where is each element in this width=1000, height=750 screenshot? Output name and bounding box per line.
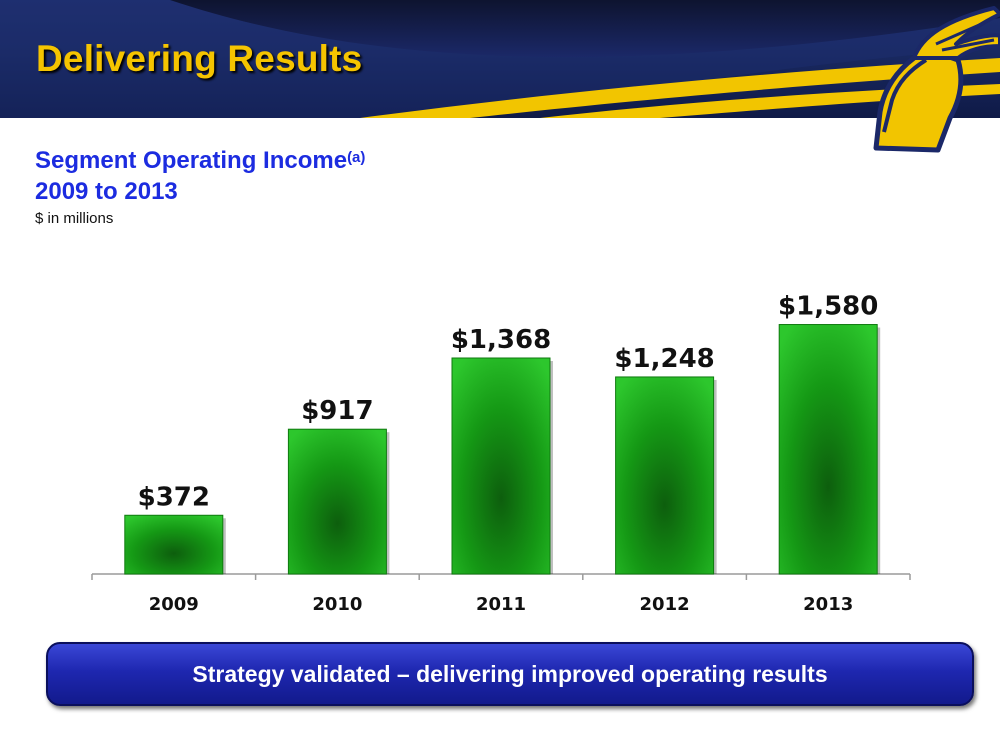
x-tick-label-2012: 2012 [640, 594, 690, 615]
subtitle-line-2: 2009 to 2013 [35, 178, 178, 205]
bar-chart: $372 2009 $917 2010 $1,368 2011 $1,248 2012 $1,5… [91, 292, 911, 615]
footnote-marker: (a) [347, 149, 366, 166]
bar-2012 [615, 376, 715, 575]
goodyear-wingfoot-icon [873, 6, 1000, 153]
data-label-2013: $1,580 [778, 292, 878, 322]
bar-2009 [124, 514, 224, 575]
data-label-2009: $372 [138, 482, 210, 512]
header-swoosh-graphic [0, 0, 1000, 118]
subtitle-line-1: Segment Operating Income [35, 147, 348, 174]
banner-text: Strategy validated – delivering improved… [192, 660, 828, 687]
bar-2011 [451, 357, 551, 575]
slide-title: Delivering Results [36, 38, 363, 79]
x-tick-label-2010: 2010 [312, 594, 362, 615]
units-label: $ in millions [35, 210, 114, 227]
x-tick-label-2011: 2011 [476, 594, 526, 615]
header-banner: Delivering Results [0, 0, 1000, 118]
chart-subtitle: Segment Operating Income(a) 2009 to 2013 [35, 145, 365, 207]
x-tick-label-2009: 2009 [149, 594, 199, 615]
bar-2013 [778, 324, 878, 575]
data-label-2012: $1,248 [614, 344, 714, 374]
data-label-2010: $917 [301, 396, 373, 426]
conclusion-banner: Strategy validated – delivering improved… [46, 642, 974, 706]
bar-2010 [287, 428, 387, 575]
data-label-2011: $1,368 [451, 325, 551, 355]
x-tick-label-2013: 2013 [803, 594, 853, 615]
